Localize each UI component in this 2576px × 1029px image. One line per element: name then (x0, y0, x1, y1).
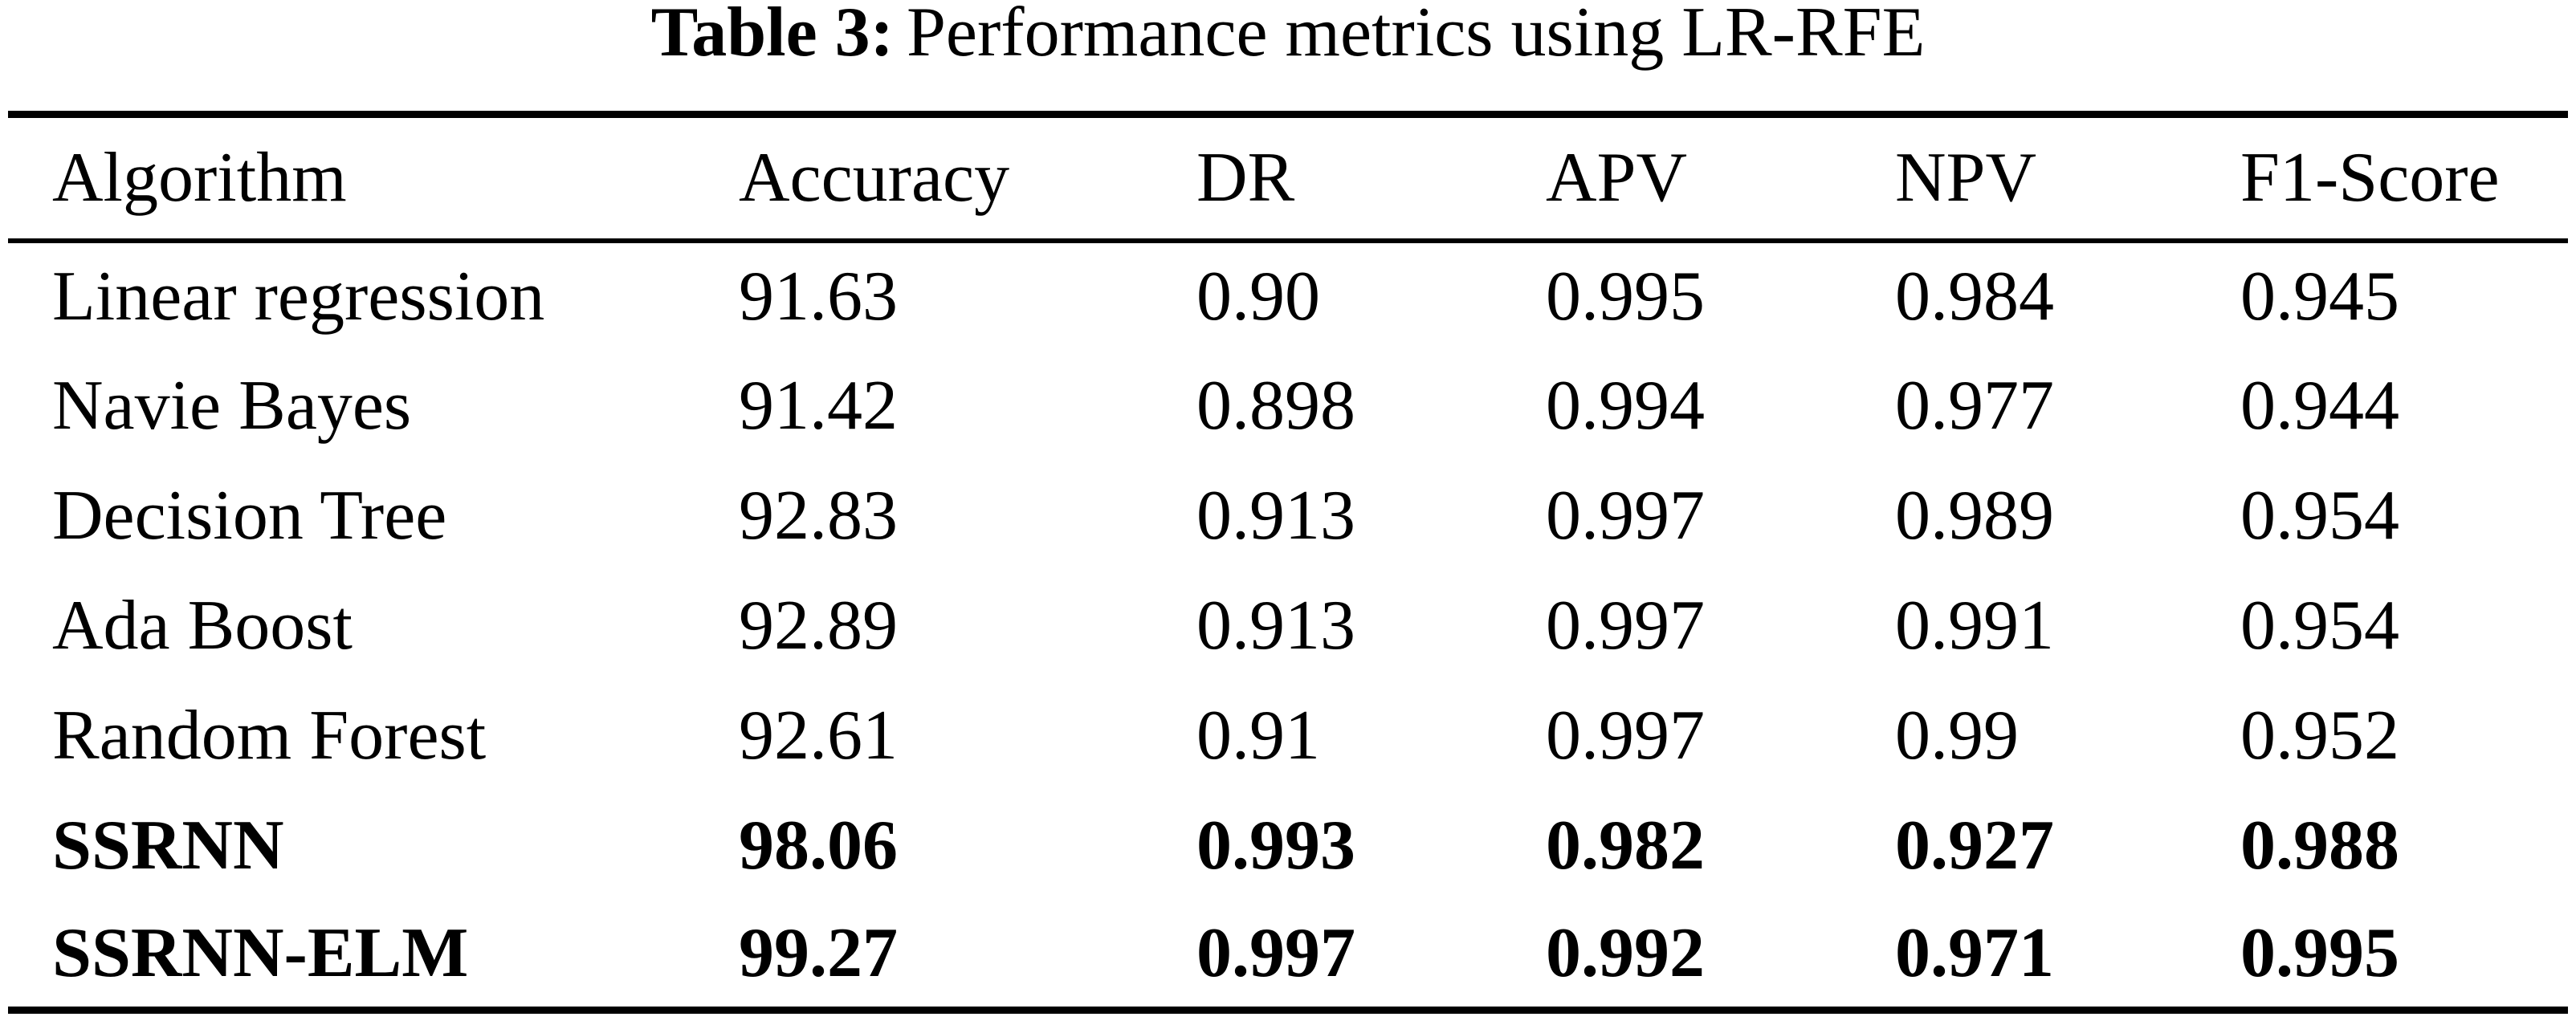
cell-apv: 0.982 (1546, 806, 1705, 885)
table-caption: Table 3: Performance metrics using LR-RFE (0, 0, 2576, 77)
cell-apv: 0.994 (1546, 366, 1705, 445)
cell-dr: 0.913 (1196, 476, 1355, 555)
cell-accuracy: 92.89 (739, 586, 898, 665)
cell-npv: 0.991 (1895, 586, 2054, 665)
table-caption-text: Performance metrics using LR-RFE (906, 0, 1926, 71)
cell-f1-score: 0.952 (2240, 696, 2399, 775)
cell-accuracy: 92.61 (739, 696, 898, 775)
cell-dr: 0.993 (1196, 806, 1355, 885)
column-header-apv: APV (1546, 139, 1688, 218)
header-row: Algorithm Accuracy DR APV NPV F1-Score (8, 115, 2568, 241)
cell-accuracy: 98.06 (739, 806, 898, 885)
cell-algorithm: Navie Bayes (52, 366, 412, 445)
cell-npv: 0.927 (1895, 806, 2054, 885)
table-caption-label: Table 3: (650, 0, 894, 71)
cell-accuracy: 91.42 (739, 366, 898, 445)
cell-f1-score: 0.945 (2240, 258, 2399, 336)
cell-accuracy: 91.63 (739, 258, 898, 336)
cell-dr: 0.91 (1196, 696, 1320, 775)
cell-npv: 0.971 (1895, 914, 2054, 993)
cell-algorithm: Linear regression (52, 258, 545, 336)
cell-apv: 0.997 (1546, 696, 1705, 775)
cell-algorithm: Decision Tree (52, 476, 447, 555)
cell-f1-score: 0.954 (2240, 476, 2399, 555)
table-row-ada-boost: Ada Boost 92.89 0.913 0.997 0.991 0.954 (8, 571, 2568, 681)
cell-dr: 0.898 (1196, 366, 1355, 445)
cell-apv: 0.997 (1546, 586, 1705, 665)
cell-npv: 0.984 (1895, 258, 2054, 336)
cell-apv: 0.992 (1546, 914, 1705, 993)
cell-dr: 0.913 (1196, 586, 1355, 665)
cell-f1-score: 0.988 (2240, 806, 2399, 885)
cell-f1-score: 0.944 (2240, 366, 2399, 445)
cell-npv: 0.99 (1895, 696, 2019, 775)
table-row-ssrnn-elm: SSRNN-ELM 99.27 0.997 0.992 0.971 0.995 (8, 901, 2568, 1011)
cell-algorithm: SSRNN-ELM (52, 914, 469, 993)
cell-accuracy: 92.83 (739, 476, 898, 555)
table-row-ssrnn: SSRNN 98.06 0.993 0.982 0.927 0.988 (8, 791, 2568, 901)
cell-npv: 0.989 (1895, 476, 2054, 555)
table-row-linear-regression: Linear regression 91.63 0.90 0.995 0.984… (8, 241, 2568, 351)
cell-dr: 0.90 (1196, 258, 1320, 336)
table-row-decision-tree: Decision Tree 92.83 0.913 0.997 0.989 0.… (8, 461, 2568, 571)
cell-apv: 0.995 (1546, 258, 1705, 336)
table-row-random-forest: Random Forest 92.61 0.91 0.997 0.99 0.95… (8, 681, 2568, 791)
column-header-f1-score: F1-Score (2240, 139, 2500, 218)
cell-algorithm: Random Forest (52, 696, 487, 775)
column-header-accuracy: Accuracy (739, 139, 1010, 218)
table-row-navie-bayes: Navie Bayes 91.42 0.898 0.994 0.977 0.94… (8, 351, 2568, 461)
cell-npv: 0.977 (1895, 366, 2054, 445)
cell-f1-score: 0.995 (2240, 914, 2399, 993)
column-header-dr: DR (1196, 139, 1295, 218)
cell-algorithm: SSRNN (52, 806, 284, 885)
cell-f1-score: 0.954 (2240, 586, 2399, 665)
cell-apv: 0.997 (1546, 476, 1705, 555)
column-header-npv: NPV (1895, 139, 2037, 218)
cell-dr: 0.997 (1196, 914, 1355, 993)
cell-algorithm: Ada Boost (52, 586, 353, 665)
performance-metrics-table: Algorithm Accuracy DR APV NPV F1-Score L… (8, 111, 2568, 1014)
column-header-algorithm: Algorithm (52, 139, 347, 218)
cell-accuracy: 99.27 (739, 914, 898, 993)
